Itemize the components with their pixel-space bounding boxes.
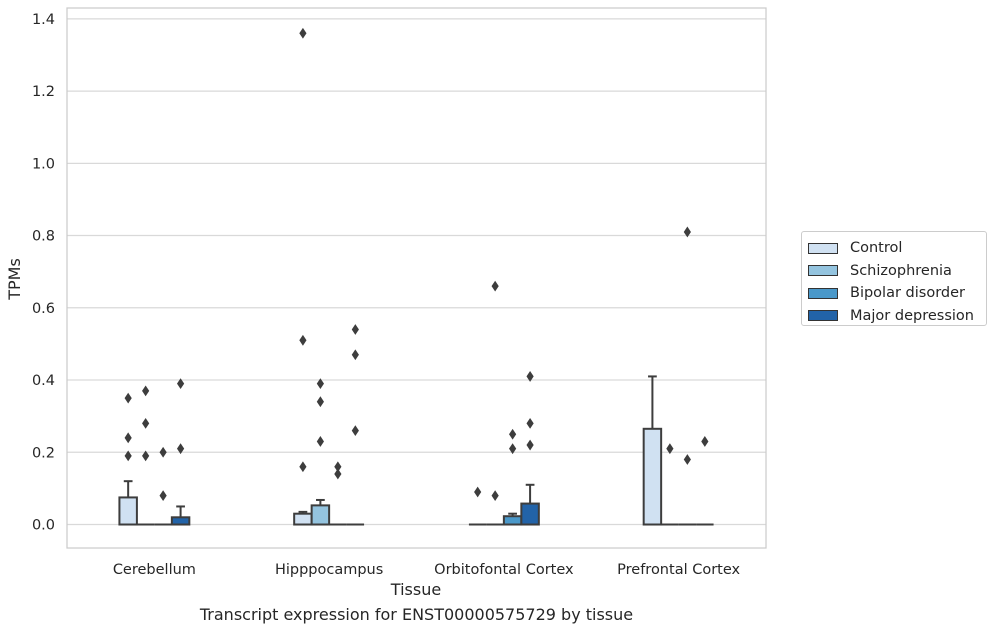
x-tick-label: Cerebellum — [113, 562, 196, 578]
outlier-point — [299, 461, 307, 473]
outlier-point — [124, 392, 132, 404]
y-tick-label: 1.0 — [32, 156, 55, 172]
outlier-point — [124, 432, 132, 444]
y-tick-label: 0.8 — [32, 229, 55, 245]
outlier-points — [124, 27, 709, 502]
outlier-point — [176, 378, 185, 390]
y-tick-labels: 0.0 0.2 0.4 0.6 0.8 1.0 1.2 1.4 — [32, 12, 55, 534]
y-tick-label: 0.4 — [32, 373, 55, 389]
outlier-point — [526, 371, 534, 382]
outlier-point — [474, 486, 482, 498]
legend-label: Schizophrenia — [850, 262, 952, 279]
legend-swatch — [808, 265, 838, 277]
legend-swatch — [808, 242, 838, 254]
y-tick-label: 1.4 — [32, 12, 55, 28]
box — [293, 510, 313, 526]
legend-item-schizophrenia: Schizophrenia — [808, 260, 986, 283]
gridlines — [67, 18, 766, 526]
outlier-point — [509, 443, 517, 455]
legend-item-major-depression: Major depression — [808, 305, 986, 328]
legend-swatch — [808, 310, 838, 322]
outlier-point — [159, 490, 167, 502]
outlier-point — [142, 450, 150, 462]
outlier-point — [526, 439, 534, 451]
outlier-point — [159, 446, 167, 458]
y-axis-label: TPMs — [5, 258, 24, 301]
outlier-point — [683, 226, 691, 238]
outlier-point — [176, 443, 185, 455]
legend-label: Bipolar disorder — [850, 285, 965, 302]
box-body — [642, 427, 663, 526]
outlier-point — [683, 454, 691, 465]
y-tick-label: 1.2 — [32, 84, 55, 100]
outlier-point — [334, 468, 342, 480]
box-body — [170, 516, 191, 526]
box — [520, 483, 540, 526]
box-body — [118, 496, 138, 526]
outlier-point — [142, 385, 150, 397]
legend-swatch — [808, 287, 838, 299]
box — [118, 480, 138, 526]
outlier-point — [142, 417, 150, 429]
outlier-point — [666, 443, 674, 455]
x-tick-label: Orbitofontal Cortex — [434, 562, 574, 578]
boxes — [118, 375, 714, 526]
box — [502, 512, 523, 526]
box — [642, 375, 663, 526]
box-body — [293, 512, 313, 526]
outlier-point — [299, 27, 307, 39]
outlier-point — [299, 334, 307, 346]
outlier-point — [491, 280, 499, 292]
outlier-point — [509, 428, 517, 440]
legend-label: Control — [850, 240, 903, 257]
x-axis-label: Tissue — [390, 580, 441, 599]
outlier-point — [316, 378, 324, 390]
legend-item-control: Control — [808, 237, 986, 260]
outlier-point — [701, 436, 709, 447]
outlier-point — [351, 349, 359, 361]
outlier-point — [491, 490, 499, 502]
x-tick-label: Prefrontal Cortex — [617, 562, 740, 578]
outlier-point — [526, 417, 534, 429]
y-tick-label: 0.0 — [32, 518, 55, 534]
x-tick-labels: Cerebellum Hipppocampus Orbitofontal Corte… — [113, 562, 741, 578]
legend-item-bipolar-disorder: Bipolar disorder — [808, 282, 986, 305]
y-tick-label: 0.2 — [32, 445, 55, 461]
outlier-point — [351, 425, 359, 437]
legend: Control Schizophrenia Bipolar disorder M… — [801, 231, 987, 326]
outlier-point — [334, 461, 342, 473]
box-body — [310, 504, 331, 526]
chart-caption: Transcript expression for ENST0000057572… — [199, 605, 634, 624]
box — [310, 498, 331, 526]
plot-frame — [66, 7, 767, 549]
legend-label: Major depression — [850, 307, 974, 324]
box-body — [502, 515, 523, 526]
y-tick-label: 0.6 — [32, 301, 55, 317]
box — [170, 505, 191, 526]
outlier-point — [124, 450, 132, 462]
box-body — [520, 502, 540, 526]
outlier-point — [316, 396, 324, 408]
outlier-point — [316, 436, 324, 447]
outlier-point — [351, 324, 359, 335]
x-tick-label: Hipppocampus — [275, 562, 383, 578]
